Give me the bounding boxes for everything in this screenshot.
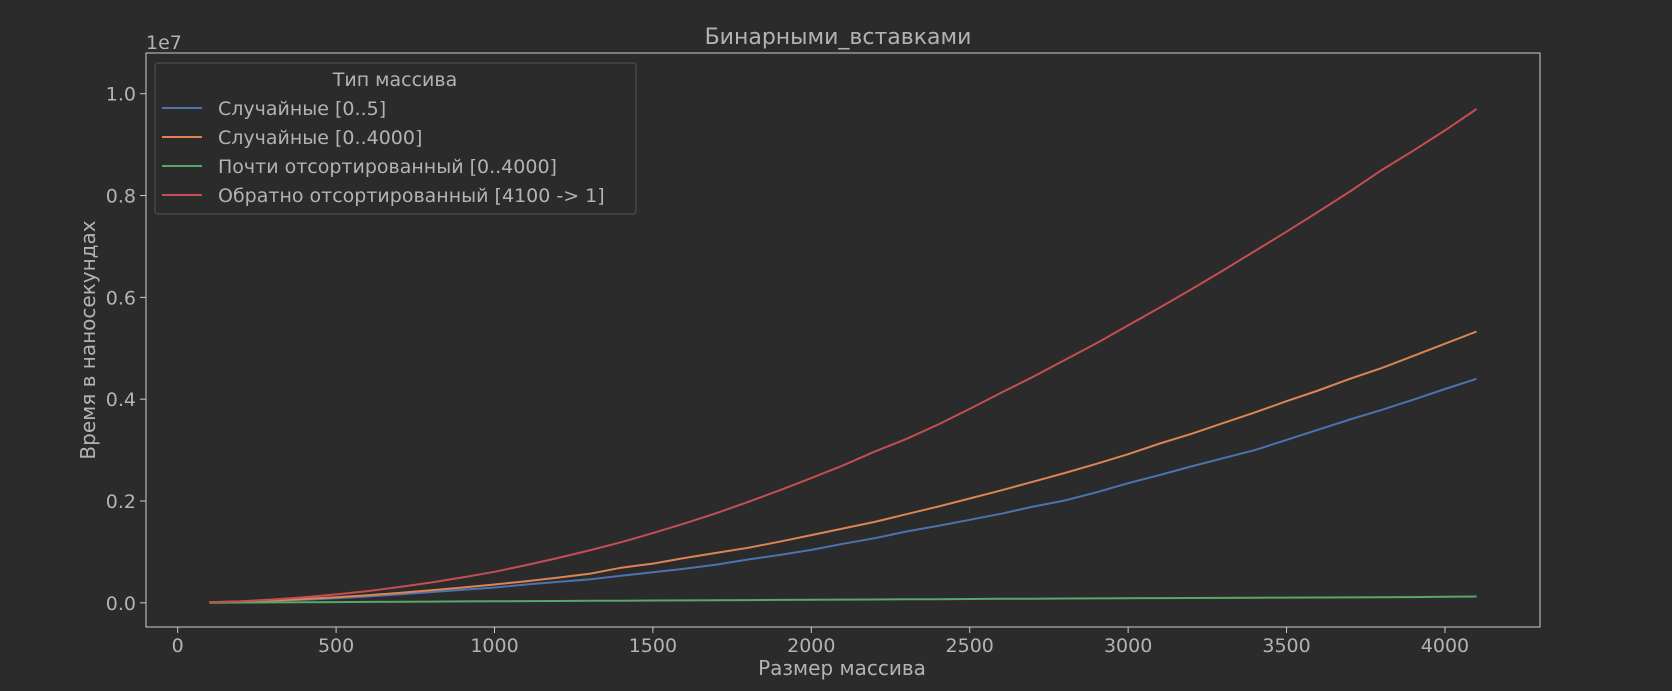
legend-label-4: Обратно отсортированный [4100 -> 1] <box>218 185 605 207</box>
y-tick-label: 0.0 <box>106 593 136 615</box>
y-tick-label: 0.6 <box>106 287 136 309</box>
series-line-2 <box>209 330 1477 604</box>
legend-label-3: Почти отсортированный [0..4000] <box>218 156 557 178</box>
legend-label-1: Случайные [0..5] <box>218 98 386 120</box>
y-tick-label: 1.0 <box>106 84 136 106</box>
legend-title: Тип массива <box>332 69 457 91</box>
x-tick-label: 1500 <box>629 635 677 657</box>
x-tick-label: 3500 <box>1262 635 1310 657</box>
series-line-3 <box>209 595 1477 604</box>
y-tick-label: 0.8 <box>106 186 136 208</box>
legend-label-2: Случайные [0..4000] <box>218 127 422 149</box>
y-tick-label: 0.2 <box>106 491 136 513</box>
series-line-4 <box>209 108 1478 604</box>
x-tick-label: 4000 <box>1421 635 1469 657</box>
series-line-1 <box>209 377 1477 604</box>
x-tick-label: 1000 <box>470 635 518 657</box>
x-axis-label: Размер массива <box>758 656 926 680</box>
x-tick-label: 0 <box>172 635 184 657</box>
x-tick-label: 500 <box>318 635 354 657</box>
x-tick-label: 2000 <box>787 635 835 657</box>
legend: Тип массива Случайные [0..5] Случайные [0.… <box>154 62 637 215</box>
x-tick-label: 3000 <box>1104 635 1152 657</box>
y-axis-offset-label: 1e7 <box>146 32 182 54</box>
x-tick-label: 2500 <box>946 635 994 657</box>
chart-title: Бинарными_вставками <box>705 25 972 50</box>
y-axis-label: Время в наносекундах <box>76 220 100 459</box>
legend-box <box>154 62 637 215</box>
y-tick-label: 0.4 <box>106 389 136 411</box>
